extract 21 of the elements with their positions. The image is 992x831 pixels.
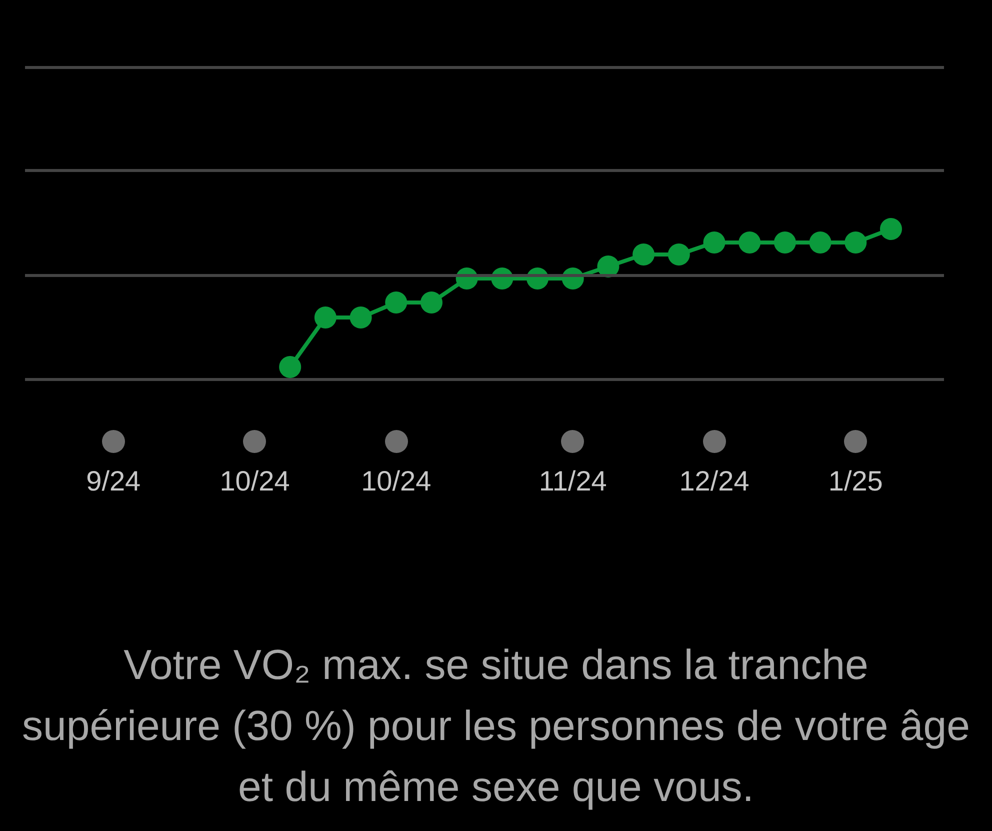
x-tick-label: 10/24 [361, 466, 432, 496]
x-tick-label: 1/25 [828, 466, 883, 496]
point [597, 256, 620, 278]
point [385, 292, 408, 314]
x-tick-label: 9/24 [86, 466, 141, 496]
point [703, 232, 726, 254]
x-tick-label: 11/24 [538, 466, 607, 496]
point [774, 232, 796, 254]
point [350, 306, 372, 328]
point [668, 244, 690, 266]
point [314, 306, 336, 328]
point [738, 232, 761, 254]
text: Votre VO₂ max. se situe dans la tranche supérieure (30 %) pour les personnes de votre âge et du même sexe que vous. [21, 640, 971, 812]
x-tick-label: 10/24 [220, 466, 290, 496]
point [279, 356, 302, 378]
point [880, 218, 902, 240]
x-tick-label: 12/24 [679, 466, 750, 496]
point [420, 292, 442, 314]
point [844, 232, 867, 254]
point [809, 232, 832, 254]
point [632, 244, 655, 266]
